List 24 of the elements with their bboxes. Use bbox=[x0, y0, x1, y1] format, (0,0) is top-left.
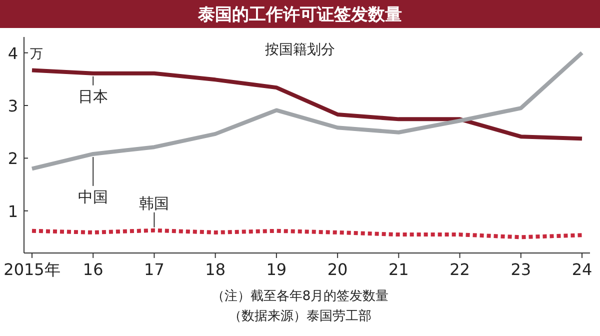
x-tick-label: 2015年 bbox=[4, 260, 60, 279]
x-tick-label: 17 bbox=[144, 260, 164, 279]
x-tick-label: 19 bbox=[266, 260, 287, 279]
text: （注）截至各年8月的签发数量 bbox=[211, 289, 389, 304]
line-series bbox=[30, 228, 584, 240]
y-tick-label: 4 bbox=[8, 44, 18, 63]
x-tick-label: 16 bbox=[82, 260, 104, 279]
y-tick-label: 2 bbox=[8, 149, 18, 168]
x-tick-label: 23 bbox=[510, 260, 532, 279]
x-tick-label: 22 bbox=[450, 260, 470, 279]
y-tick-label: 1 bbox=[8, 202, 18, 221]
x-tick-label: 24 bbox=[572, 260, 592, 279]
series-label: 韩国 bbox=[139, 194, 170, 212]
text: （数据来源）泰国劳工部 bbox=[228, 309, 372, 324]
series-label: 日本 bbox=[78, 87, 108, 106]
y-tick-label: 3 bbox=[8, 96, 18, 116]
series-label: 中国 bbox=[78, 188, 108, 206]
line-series bbox=[30, 68, 584, 141]
x-tick-label: 21 bbox=[388, 260, 409, 279]
y-axis-title: 万 bbox=[30, 46, 43, 62]
chart-subtitle: 按国籍划分 bbox=[265, 42, 335, 58]
x-tick-label: 18 bbox=[205, 260, 226, 279]
x-tick-label: 20 bbox=[327, 260, 348, 279]
chart-title: 泰国的工作许可证签发数量 bbox=[197, 5, 402, 25]
